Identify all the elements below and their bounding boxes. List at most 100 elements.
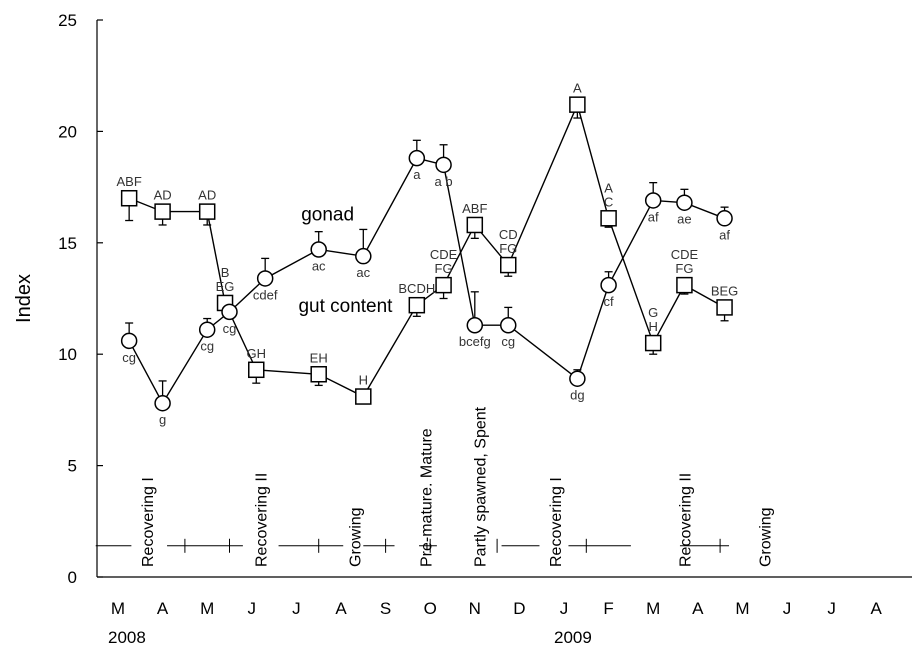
gonad-point-label: GH	[247, 346, 267, 361]
gonad-point-label: BEG	[711, 283, 738, 298]
series-lines	[128, 102, 725, 405]
gonad-point-label: ABF	[462, 201, 487, 216]
gonad-marker	[120, 189, 138, 207]
gut-content-marker	[120, 332, 138, 350]
gut-point-label: dg	[570, 388, 584, 403]
gonad-marker	[466, 216, 484, 234]
x-tick-label: A	[692, 599, 704, 618]
series-annotation: gut content	[298, 296, 393, 317]
gonad-marker	[248, 361, 265, 379]
gonad-point-label: CDE	[671, 247, 699, 262]
gonad-point-label: FG	[499, 241, 517, 256]
gonad-point-label: C	[604, 194, 613, 209]
gut-content-marker	[154, 394, 171, 412]
gonad-line	[128, 102, 725, 398]
gonad-point-label: EH	[310, 350, 328, 365]
phase-lines: Recovering I Recovering II Growing Pre-matu…	[95, 406, 775, 567]
gut-content-marker	[256, 270, 274, 287]
x-tick-label: M	[646, 599, 660, 618]
x-tick-label: A	[157, 599, 169, 618]
stage-label: Growing	[347, 507, 364, 567]
gut-content-marker	[600, 276, 617, 294]
gut-line	[128, 157, 725, 405]
gonad-point-label: BCDH	[398, 281, 435, 296]
gut-point-label: cdef	[253, 287, 278, 302]
stage-label: Partly spawned, Spent	[472, 406, 489, 567]
gut-content-marker	[676, 194, 693, 211]
x-tick-label: J	[827, 599, 836, 618]
gut-point-label: cg	[200, 339, 214, 354]
gonad-point-label: CDE	[430, 247, 458, 262]
y-tick-label: 5	[68, 457, 77, 476]
gonad-point-label: H	[649, 319, 658, 334]
data-markers	[120, 96, 733, 412]
gonad-point-label: FG	[675, 261, 693, 276]
gonad-point-label: FG	[435, 261, 453, 276]
x-tick-label: A	[871, 599, 883, 618]
gonad-marker	[676, 276, 693, 294]
stage-label: Growing	[758, 507, 775, 567]
gut-content-marker	[198, 321, 216, 338]
gonad-marker	[644, 334, 662, 352]
x-tick-label: J	[783, 599, 792, 618]
x-tick-label: O	[424, 599, 437, 618]
x-tick-label: J	[292, 599, 301, 618]
gonad-point-label: H	[359, 373, 368, 388]
x-tick-label: F	[603, 599, 613, 618]
stage-label: Pre-mature. Mature	[419, 428, 436, 567]
gonad-marker	[600, 210, 617, 227]
y-tick-label: 25	[58, 11, 77, 30]
gut-point-label: cg	[122, 350, 136, 365]
series-annotation: gonad	[301, 205, 354, 226]
gut-content-marker	[408, 149, 426, 167]
gonad-point-label: AD	[198, 188, 216, 203]
x-tick-label: N	[469, 599, 481, 618]
x-tick-label: J	[248, 599, 257, 618]
gonad-marker	[435, 276, 452, 294]
gut-content-marker	[435, 156, 452, 174]
gut-point-label: ae	[677, 212, 691, 227]
x-tick-label: M	[200, 599, 214, 618]
x-tick-label: A	[335, 599, 347, 618]
gonad-point-label: A	[573, 81, 582, 96]
gonad-marker	[154, 203, 171, 220]
gut-content-marker	[221, 303, 238, 321]
year-label: 2008	[108, 628, 146, 647]
stage-label: Recovering I	[140, 477, 157, 567]
gonad-marker	[500, 256, 517, 274]
gut-point-label: g	[159, 412, 166, 427]
gut-content-marker	[716, 210, 733, 227]
x-tick-label: M	[735, 599, 749, 618]
gut-point-label: cg	[501, 334, 515, 349]
gonad-point-label: G	[648, 305, 658, 320]
y-tick-label: 15	[58, 234, 77, 253]
stage-label: Recovering II	[677, 473, 694, 567]
stage-label: Recovering I	[548, 477, 565, 567]
gonad-point-label: ABF	[117, 174, 142, 189]
gut-content-marker	[500, 316, 517, 334]
annotations: gonad gut content	[298, 205, 393, 317]
year-label: 2009	[554, 628, 592, 647]
gut-content-marker	[355, 247, 372, 265]
gut-content-marker	[644, 192, 662, 209]
y-tick-label: 20	[58, 122, 77, 141]
y-tick-label: 0	[68, 568, 77, 587]
y-axis-label: Index	[13, 274, 35, 323]
y-tick-label: 10	[58, 345, 77, 364]
x-tick-label: J	[560, 599, 569, 618]
gonad-point-label: AD	[154, 188, 172, 203]
gonad-point-label: A	[604, 180, 613, 195]
gut-point-label: a b	[435, 174, 453, 189]
x-tick-label: M	[111, 599, 125, 618]
gonad-marker	[716, 299, 733, 316]
x-tick-label: S	[380, 599, 391, 618]
stage-label: Recovering II	[254, 473, 271, 567]
gut-point-label: a	[413, 167, 421, 182]
gut-point-label: ac	[356, 265, 370, 280]
gonad-marker	[408, 296, 426, 314]
gut-point-label: af	[648, 209, 659, 224]
gonad-point-label: CD	[499, 227, 518, 242]
gonad-marker	[569, 96, 586, 113]
